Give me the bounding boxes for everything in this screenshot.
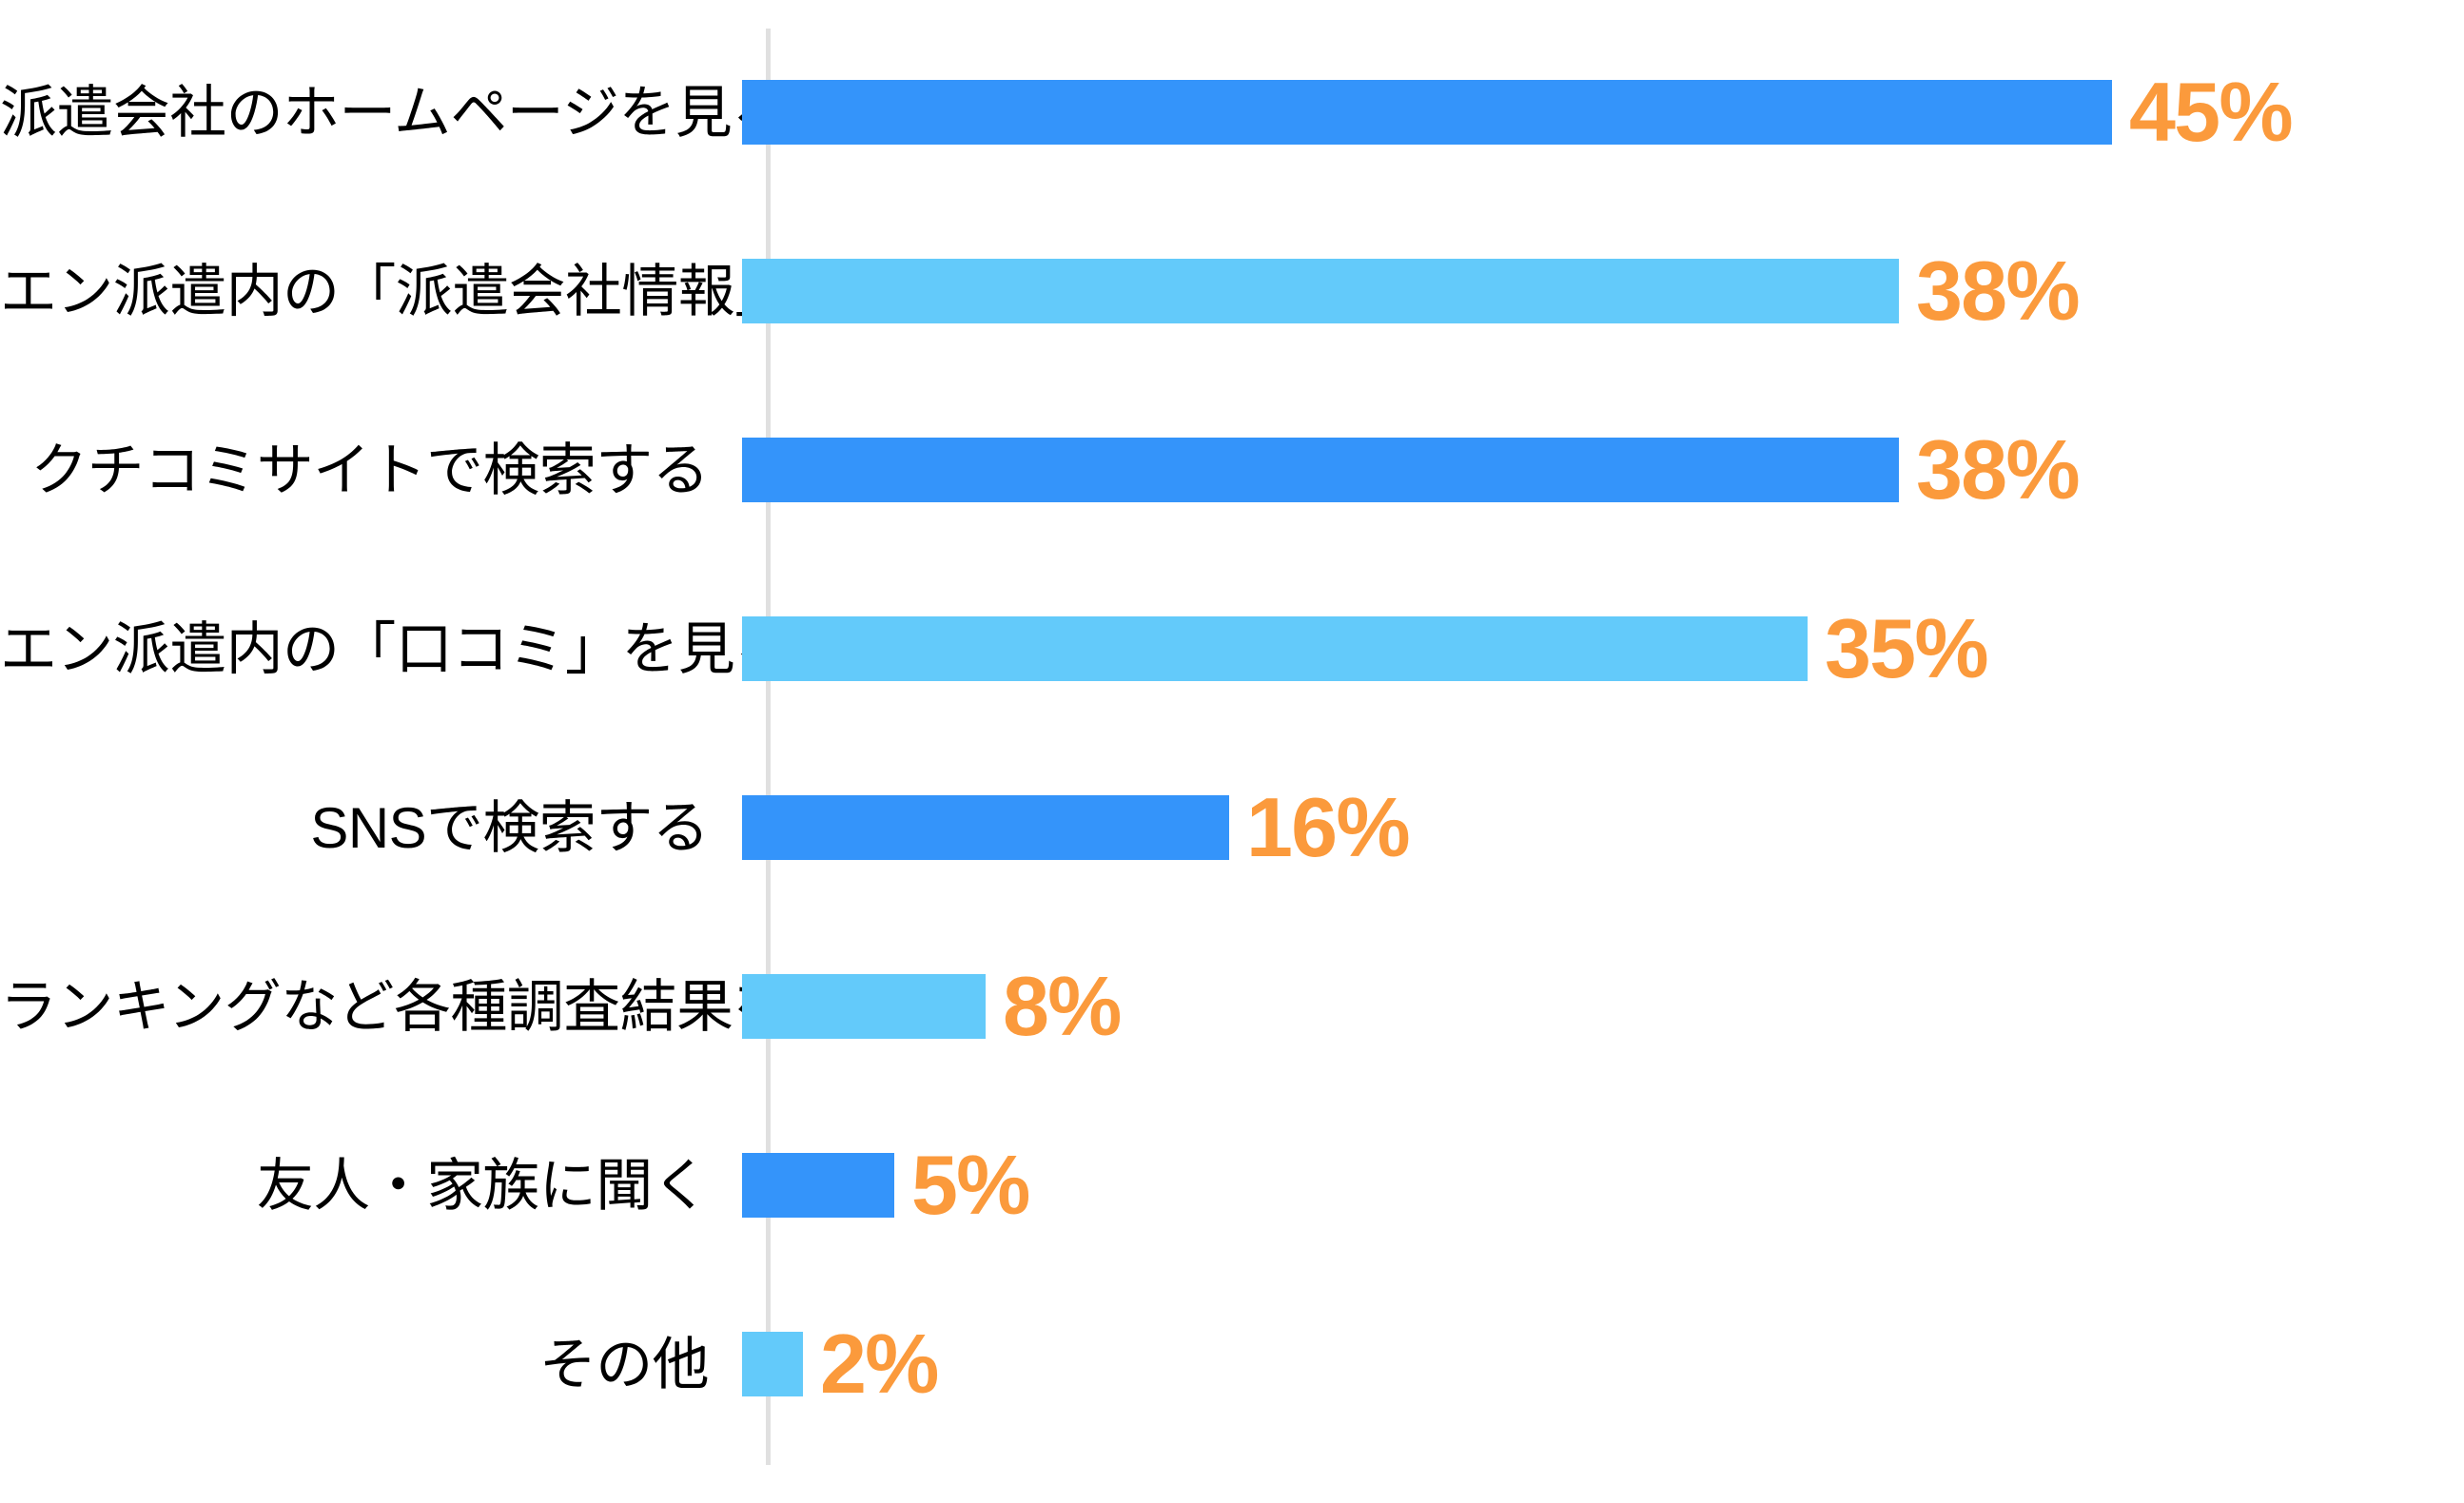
bar (742, 795, 1229, 860)
chart-row: ランキングなど各種調査結果を見る 8% (0, 917, 2464, 1096)
bar (742, 616, 1808, 681)
value-label: 38% (1916, 422, 2081, 517)
value-label: 8% (1003, 959, 1122, 1053)
category-label: エン派遣内の「派遣会社情報」を見る (0, 259, 961, 323)
category-label: その他 (538, 1332, 710, 1396)
category-label: ランキングなど各種調査結果を見る (0, 974, 903, 1039)
category-axis-line (766, 29, 771, 1465)
bar-area: 35% (737, 559, 2464, 738)
value-label: 45% (2129, 65, 2294, 159)
category-label: 派遣会社のホームページを見る (0, 80, 789, 145)
bar (742, 974, 986, 1039)
category-label: 友人・家族に聞く (256, 1153, 710, 1218)
bar-area: 45% (737, 23, 2464, 202)
chart-row: クチコミサイトで検索する 38% (0, 381, 2464, 559)
bar (742, 438, 1899, 502)
value-label: 35% (1825, 601, 1989, 695)
chart-row: 友人・家族に聞く 5% (0, 1096, 2464, 1275)
value-label: 16% (1246, 780, 1411, 874)
bar-area: 8% (737, 917, 2464, 1096)
bar-area: 38% (737, 381, 2464, 559)
bar (742, 1153, 894, 1218)
category-label: SNSで検索する (310, 795, 709, 860)
chart-row: 派遣会社のホームページを見る 45% (0, 23, 2464, 202)
bar-area: 38% (737, 202, 2464, 381)
chart-row: その他 2% (0, 1275, 2464, 1454)
chart-row: SNSで検索する 16% (0, 738, 2464, 917)
chart-row: エン派遣内の「派遣会社情報」を見る 38% (0, 202, 2464, 381)
bar (742, 259, 1899, 323)
bar-area: 16% (737, 738, 2464, 917)
bar (742, 1332, 803, 1396)
category-label: エン派遣内の「口コミ」を見る (0, 616, 792, 681)
chart-row: エン派遣内の「口コミ」を見る 35% (0, 559, 2464, 738)
value-label: 5% (911, 1138, 1030, 1232)
category-label: クチコミサイトで検索する (30, 438, 709, 502)
bar (742, 80, 2112, 145)
value-label: 2% (820, 1317, 939, 1411)
bar-area: 5% (737, 1096, 2464, 1275)
bar-area: 2% (737, 1275, 2464, 1454)
value-label: 38% (1916, 244, 2081, 338)
